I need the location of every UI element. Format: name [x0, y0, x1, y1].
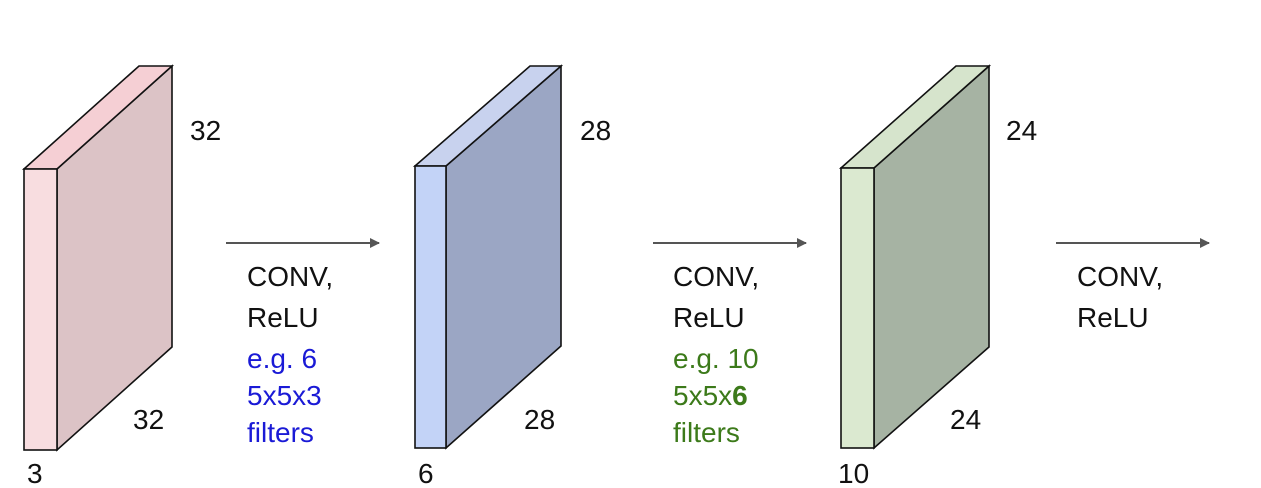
conv2-height-label: 24 — [950, 404, 981, 435]
operation-3: CONV, ReLU — [1077, 261, 1163, 333]
op1-line2: ReLU — [247, 302, 319, 333]
conv1-volume-front — [414, 165, 447, 449]
input-width-label: 32 — [190, 115, 221, 146]
op1-example-line2: 5x5x3 — [247, 380, 322, 411]
conv1-volume: 28 28 6 — [412, 64, 611, 488]
conv2-depth-label: 10 — [838, 458, 869, 488]
input-volume-front — [23, 168, 58, 451]
operation-1: CONV, ReLU e.g. 6 5x5x3 filters — [247, 261, 333, 448]
op1-line1: CONV, — [247, 261, 333, 292]
conv1-depth-label: 6 — [418, 458, 434, 488]
op2-example-line3: filters — [673, 417, 740, 448]
op1-example-line3: filters — [247, 417, 314, 448]
input-height-label: 32 — [133, 404, 164, 435]
op3-line2: ReLU — [1077, 302, 1149, 333]
conv1-height-label: 28 — [524, 404, 555, 435]
op2-line2: ReLU — [673, 302, 745, 333]
op2-example-line2: 5x5x6 — [673, 380, 748, 411]
op3-line1: CONV, — [1077, 261, 1163, 292]
op1-example-line1: e.g. 6 — [247, 343, 317, 374]
op2-line1: CONV, — [673, 261, 759, 292]
conv2-width-label: 24 — [1006, 115, 1037, 146]
conv2-volume: 24 24 10 — [838, 64, 1037, 488]
input-depth-label: 3 — [27, 458, 43, 488]
conv1-width-label: 28 — [580, 115, 611, 146]
conv2-volume-front — [840, 167, 875, 449]
operation-2: CONV, ReLU e.g. 10 5x5x6 filters — [673, 261, 759, 448]
op2-example-line1: e.g. 10 — [673, 343, 759, 374]
input-volume: 32 32 3 — [21, 64, 221, 488]
